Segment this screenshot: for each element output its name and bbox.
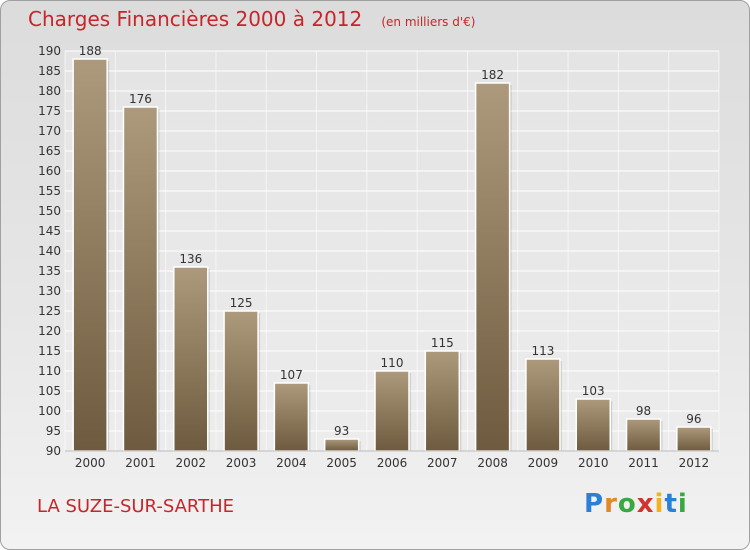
bar [223, 310, 259, 452]
data-label: 115 [431, 336, 454, 350]
proxiti-logo: Proxiti [584, 489, 688, 519]
x-tick-label: 2009 [528, 456, 559, 470]
logo-letter: x [636, 489, 655, 519]
data-label: 136 [179, 252, 202, 266]
x-tick-label: 2000 [75, 456, 106, 470]
y-tick-label: 165 [38, 144, 61, 158]
x-tick-label: 2002 [175, 456, 206, 470]
x-tick-label: 2007 [427, 456, 458, 470]
y-tick-label: 155 [38, 184, 61, 198]
bar [72, 58, 108, 452]
chart-title: Charges Financières 2000 à 2012 [28, 7, 363, 31]
y-tick-label: 150 [38, 204, 61, 218]
data-label: 103 [582, 384, 605, 398]
y-tick-label: 110 [38, 364, 61, 378]
y-tick-label: 185 [38, 64, 61, 78]
data-label: 98 [636, 404, 651, 418]
data-label: 107 [280, 368, 303, 382]
bar [173, 266, 209, 452]
unit-note: (en milliers d'€) [381, 15, 476, 29]
y-tick-label: 130 [38, 284, 61, 298]
y-tick-label: 105 [38, 384, 61, 398]
logo-letter: P [584, 489, 605, 519]
logo-letter: o [617, 489, 637, 519]
bar [575, 398, 611, 452]
y-tick-label: 120 [38, 324, 61, 338]
bar [424, 350, 461, 452]
y-tick-label: 115 [38, 344, 61, 358]
x-tick-label: 2006 [377, 456, 408, 470]
x-tick-label: 2008 [477, 456, 508, 470]
data-label: 182 [481, 68, 504, 82]
bar [676, 426, 712, 452]
data-label: 176 [129, 92, 152, 106]
y-tick-label: 160 [38, 164, 61, 178]
bar [474, 82, 511, 452]
bar [625, 418, 662, 452]
commune-name: LA SUZE-SUR-SARTHE [37, 496, 235, 517]
data-label: 96 [686, 412, 701, 426]
x-tick-label: 2001 [125, 456, 156, 470]
data-label: 93 [334, 424, 349, 438]
y-tick-label: 175 [38, 104, 61, 118]
x-tick-label: 2012 [679, 456, 710, 470]
bar [374, 370, 410, 452]
x-tick-label: 2004 [276, 456, 307, 470]
logo-letter: i [654, 489, 665, 519]
data-label: 125 [230, 296, 253, 310]
x-tick-label: 2003 [226, 456, 257, 470]
bar [323, 438, 360, 452]
x-tick-label: 2011 [628, 456, 659, 470]
bar [122, 106, 159, 452]
y-tick-label: 125 [38, 304, 61, 318]
data-label: 188 [79, 44, 102, 58]
bar [525, 358, 561, 452]
y-tick-label: 135 [38, 264, 61, 278]
y-tick-label: 170 [38, 124, 61, 138]
bar [273, 382, 310, 452]
x-tick-label: 2005 [326, 456, 357, 470]
logo-letter: i [677, 489, 688, 519]
y-tick-label: 145 [38, 224, 61, 238]
y-tick-label: 95 [46, 424, 61, 438]
logo-letter: r [604, 489, 618, 519]
data-label: 110 [381, 356, 404, 370]
y-tick-label: 190 [38, 44, 61, 58]
y-tick-label: 180 [38, 84, 61, 98]
y-tick-label: 140 [38, 244, 61, 258]
x-tick-label: 2010 [578, 456, 609, 470]
title-row: Charges Financières 2000 à 2012 (en mill… [28, 7, 475, 31]
data-label: 113 [531, 344, 554, 358]
y-tick-label: 90 [46, 444, 61, 458]
logo-letter: t [664, 489, 678, 519]
y-tick-label: 100 [38, 404, 61, 418]
